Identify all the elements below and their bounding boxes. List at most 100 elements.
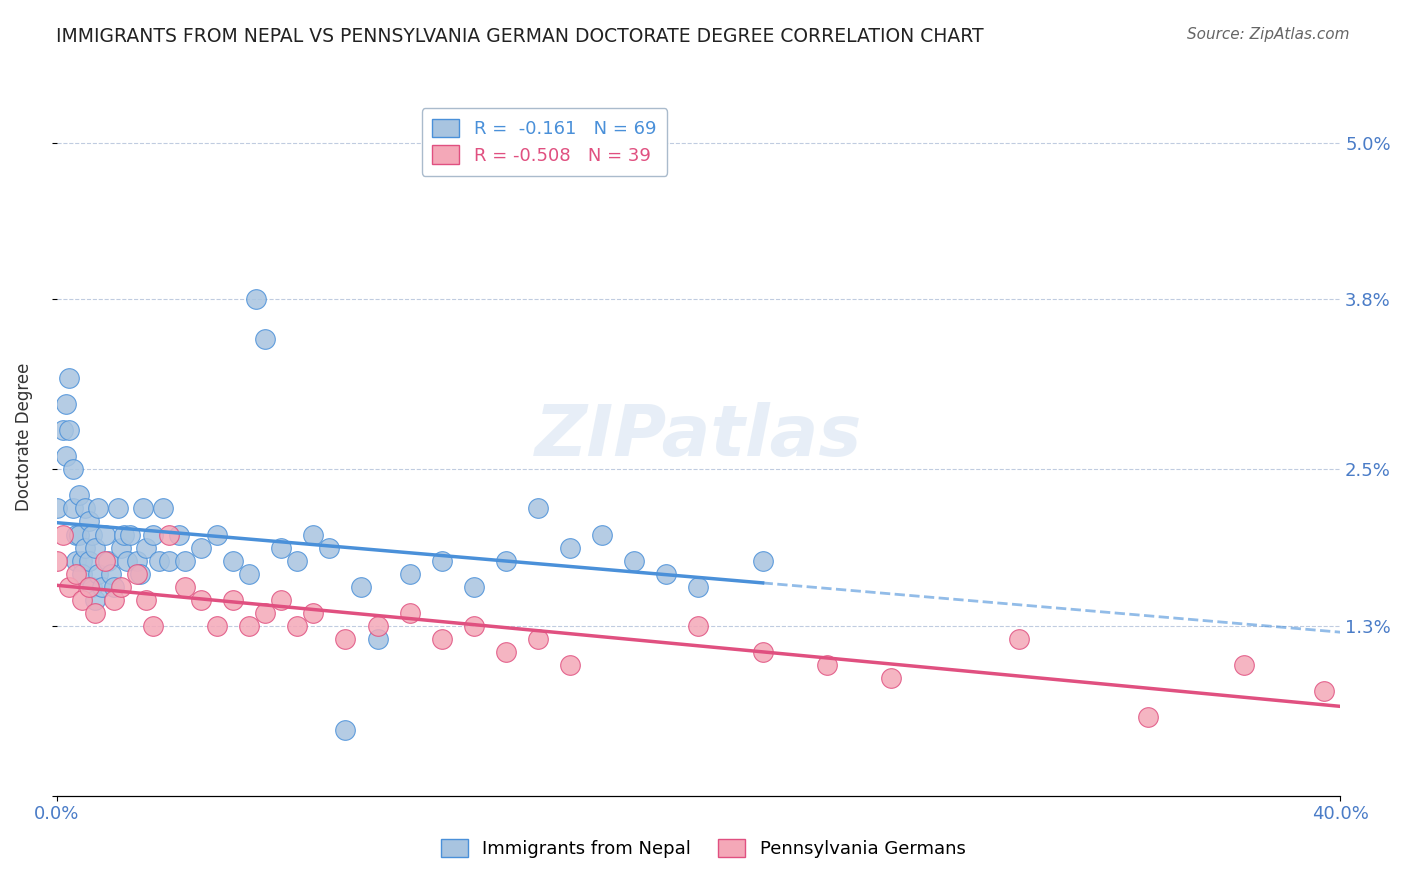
Legend: Immigrants from Nepal, Pennsylvania Germans: Immigrants from Nepal, Pennsylvania Germ… [433, 831, 973, 865]
Point [751, 645, 773, 659]
Point [65, 566, 87, 581]
Point [110, 580, 132, 594]
Point [751, 554, 773, 568]
Point [45, 501, 67, 516]
Point [688, 619, 710, 633]
Point [45, 554, 67, 568]
Point [222, 592, 245, 607]
Text: ZIPatlas: ZIPatlas [534, 402, 862, 471]
Point [1136, 710, 1159, 724]
Point [174, 580, 197, 594]
Point [58, 371, 80, 385]
Point [129, 566, 152, 581]
Point [398, 606, 420, 620]
Point [75, 541, 97, 555]
Point [55, 449, 77, 463]
Point [103, 592, 125, 607]
Point [527, 632, 550, 646]
Point [67, 527, 90, 541]
Point [335, 723, 357, 738]
Point [62, 462, 84, 476]
Point [205, 619, 228, 633]
Point [55, 397, 77, 411]
Point [623, 554, 645, 568]
Point [72, 566, 94, 581]
Point [58, 580, 80, 594]
Point [398, 566, 420, 581]
Point [245, 293, 267, 307]
Point [97, 554, 120, 568]
Point [285, 619, 308, 633]
Point [112, 527, 135, 541]
Point [65, 527, 87, 541]
Point [80, 527, 103, 541]
Point [125, 566, 148, 581]
Point [52, 423, 75, 437]
Point [367, 619, 389, 633]
Point [142, 527, 165, 541]
Point [880, 671, 903, 685]
Point [80, 580, 103, 594]
Point [558, 658, 581, 673]
Point [157, 554, 180, 568]
Point [558, 541, 581, 555]
Point [238, 619, 260, 633]
Point [591, 527, 613, 541]
Point [135, 541, 157, 555]
Point [62, 501, 84, 516]
Point [302, 606, 325, 620]
Point [167, 527, 190, 541]
Point [100, 566, 122, 581]
Point [135, 592, 157, 607]
Point [157, 527, 180, 541]
Point [72, 554, 94, 568]
Point [367, 632, 389, 646]
Point [527, 501, 550, 516]
Point [285, 554, 308, 568]
Point [238, 566, 260, 581]
Point [205, 527, 228, 541]
Point [77, 554, 100, 568]
Point [84, 592, 107, 607]
Point [58, 423, 80, 437]
Y-axis label: Doctorate Degree: Doctorate Degree [15, 362, 32, 511]
Point [495, 554, 517, 568]
Point [495, 645, 517, 659]
Point [318, 541, 340, 555]
Point [77, 515, 100, 529]
Point [190, 541, 212, 555]
Point [335, 632, 357, 646]
Point [1008, 632, 1031, 646]
Point [1313, 684, 1336, 698]
Point [87, 566, 110, 581]
Point [270, 541, 292, 555]
Point [72, 592, 94, 607]
Point [222, 554, 245, 568]
Point [125, 554, 148, 568]
Point [84, 606, 107, 620]
Point [430, 554, 453, 568]
Legend: R =  -0.161   N = 69, R = -0.508   N = 39: R = -0.161 N = 69, R = -0.508 N = 39 [422, 108, 668, 176]
Text: IMMIGRANTS FROM NEPAL VS PENNSYLVANIA GERMAN DOCTORATE DEGREE CORRELATION CHART: IMMIGRANTS FROM NEPAL VS PENNSYLVANIA GE… [56, 27, 984, 45]
Point [132, 501, 155, 516]
Point [688, 580, 710, 594]
Point [115, 554, 138, 568]
Point [107, 501, 129, 516]
Point [655, 566, 678, 581]
Point [94, 554, 117, 568]
Point [52, 527, 75, 541]
Point [142, 619, 165, 633]
Point [190, 592, 212, 607]
Point [90, 580, 112, 594]
Point [148, 554, 170, 568]
Point [152, 501, 174, 516]
Point [174, 554, 197, 568]
Point [103, 580, 125, 594]
Point [254, 606, 277, 620]
Point [67, 488, 90, 502]
Point [1233, 658, 1256, 673]
Point [463, 619, 485, 633]
Point [77, 580, 100, 594]
Point [463, 580, 485, 594]
Point [94, 527, 117, 541]
